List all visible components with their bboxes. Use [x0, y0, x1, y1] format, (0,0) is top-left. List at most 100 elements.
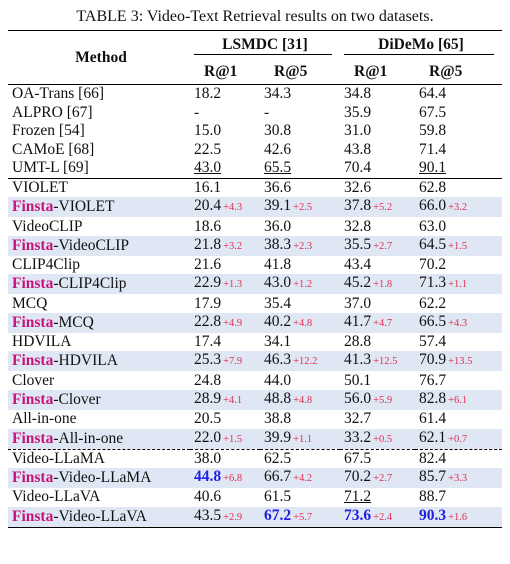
- table-row: Finsta-All-in-one 22.0 +1.5 39.9 +1.1 33.2 +0.…: [8, 428, 502, 450]
- table-row: Clover 24.8 44.0 50.1 76.7: [8, 371, 502, 390]
- value-cell: 43.4: [340, 256, 415, 275]
- method-cell: Finsta-MCQ: [8, 312, 190, 333]
- value: 43.0: [194, 159, 222, 177]
- value-cell: 38.8: [260, 410, 340, 429]
- value: 66.0: [419, 197, 447, 215]
- delta: +2.9: [223, 511, 243, 523]
- method-cell: Clover: [8, 371, 190, 390]
- value: 66.7: [264, 468, 292, 486]
- value: 82.8: [419, 390, 447, 408]
- delta: +5.7: [293, 511, 313, 523]
- method-name: -CLIP4Clip: [53, 275, 127, 293]
- value-cell: 22.0 +1.5: [190, 428, 260, 450]
- table-row: Finsta-MCQ 22.8 +4.9 40.2 +4.8 41.7 +4.7 66.5 +4…: [8, 312, 502, 333]
- value: 16.1: [194, 179, 222, 196]
- method-name: Video-LLaMA: [12, 449, 105, 467]
- value-cell: 71.2: [340, 488, 415, 507]
- value: 90.1: [419, 159, 447, 177]
- value: 70.2: [344, 468, 372, 486]
- value-cell: 32.7: [340, 410, 415, 429]
- value-cell: 22.9 +1.3: [190, 274, 260, 295]
- group-header: LSMDC [31]: [190, 30, 340, 59]
- value: 31.0: [344, 122, 372, 140]
- value-cell: 35.5 +2.7: [340, 235, 415, 256]
- value: 44.8: [194, 468, 222, 486]
- method-prefix: Finsta: [12, 507, 54, 525]
- value-cell: 22.5: [190, 141, 260, 160]
- value: 37.0: [344, 294, 372, 312]
- value: 36.6: [264, 179, 292, 196]
- method-cell: VIOLET: [8, 177, 190, 198]
- method-prefix: Finsta: [12, 313, 54, 331]
- value-cell: 42.6: [260, 141, 340, 160]
- value: 36.0: [264, 217, 292, 235]
- value: 41.7: [344, 312, 372, 330]
- method-cell: UMT-L [69]: [8, 159, 190, 178]
- method-cell: CLIP4Clip: [8, 256, 190, 275]
- delta: +3.2: [223, 240, 243, 252]
- value-cell: 43.5 +2.9: [190, 506, 260, 528]
- value-cell: 21.8 +3.2: [190, 235, 260, 256]
- value: 56.0: [344, 390, 372, 408]
- table-row: UMT-L [69] 43.0 65.5 70.4 90.1: [8, 159, 502, 178]
- value-cell: 57.4: [415, 333, 502, 352]
- value: 62.5: [264, 449, 292, 467]
- delta: +2.7: [373, 473, 393, 485]
- value-cell: 44.0: [260, 371, 340, 390]
- value-cell: 67.5: [340, 448, 415, 469]
- table-title: TABLE 3: Video-Text Retrieval results on…: [76, 8, 434, 25]
- value: 32.7: [344, 410, 372, 428]
- delta: +6.8: [223, 473, 243, 485]
- group-header: DiDeMo [65]: [340, 30, 502, 59]
- delta: +4.1: [223, 395, 243, 407]
- value-cell: 76.7: [415, 371, 502, 390]
- delta: +4.9: [223, 317, 243, 329]
- value: 43.0: [264, 274, 292, 292]
- value: 67.5: [419, 103, 447, 121]
- method-name: -Clover: [53, 391, 101, 409]
- value-cell: 90.3 +1.6: [415, 506, 502, 528]
- value: 42.6: [264, 140, 292, 158]
- delta: +6.1: [448, 395, 468, 407]
- table-row: Finsta-Clover 28.9 +4.1 48.8 +4.8 56.0 +5.9 82.…: [8, 390, 502, 411]
- method-name: HDVILA: [12, 333, 72, 351]
- value: 61.4: [419, 410, 447, 428]
- value-cell: 48.8 +4.8: [260, 390, 340, 411]
- value: 38.8: [264, 410, 292, 428]
- value: 15.0: [194, 122, 222, 140]
- table-row: Finsta-HDVILA 25.3 +7.9 46.3 +12.2 41.3 +12.5 7…: [8, 351, 502, 372]
- value: 64.4: [419, 85, 447, 103]
- column-header: R@5: [415, 59, 502, 85]
- value: -: [264, 103, 270, 121]
- table-row: All-in-one 20.5 38.8 32.7 61.4: [8, 410, 502, 429]
- value-cell: 67.2 +5.7: [260, 506, 340, 528]
- value-cell: 66.5 +4.3: [415, 312, 502, 333]
- table-section: VIOLET 16.1 36.6 32.6 62.8 Finsta-VIOLET 20.4 +…: [8, 177, 502, 450]
- table-section: Video-LLaMA 38.0 62.5 67.5 82.4 Finsta-Video-…: [8, 448, 502, 528]
- value: 39.1: [264, 197, 292, 215]
- value-cell: 21.6: [190, 256, 260, 275]
- value-cell: 45.2 +1.8: [340, 274, 415, 295]
- value-cell: 15.0: [190, 122, 260, 141]
- value-cell: 38.0: [190, 448, 260, 469]
- method-prefix: Finsta: [12, 391, 54, 409]
- value: 34.3: [264, 85, 292, 103]
- value-cell: 41.7 +4.7: [340, 312, 415, 333]
- method-prefix: Finsta: [12, 352, 54, 370]
- method-name: ALPRO [67]: [12, 103, 93, 121]
- method-cell: OA-Trans [66]: [8, 83, 190, 104]
- method-cell: VideoCLIP: [8, 217, 190, 236]
- column-header: R@1: [340, 59, 415, 85]
- delta: +7.9: [223, 356, 243, 368]
- value: 62.8: [419, 179, 447, 196]
- value-cell: 73.6 +2.4: [340, 506, 415, 528]
- value: 22.9: [194, 274, 222, 292]
- method-name: -VideoCLIP: [53, 236, 130, 254]
- value-cell: 32.8: [340, 217, 415, 236]
- value: 20.5: [194, 410, 222, 428]
- value-cell: 43.0: [190, 159, 260, 178]
- method-cell: HDVILA: [8, 333, 190, 352]
- method-prefix: Finsta: [12, 429, 54, 447]
- value: 57.4: [419, 333, 447, 351]
